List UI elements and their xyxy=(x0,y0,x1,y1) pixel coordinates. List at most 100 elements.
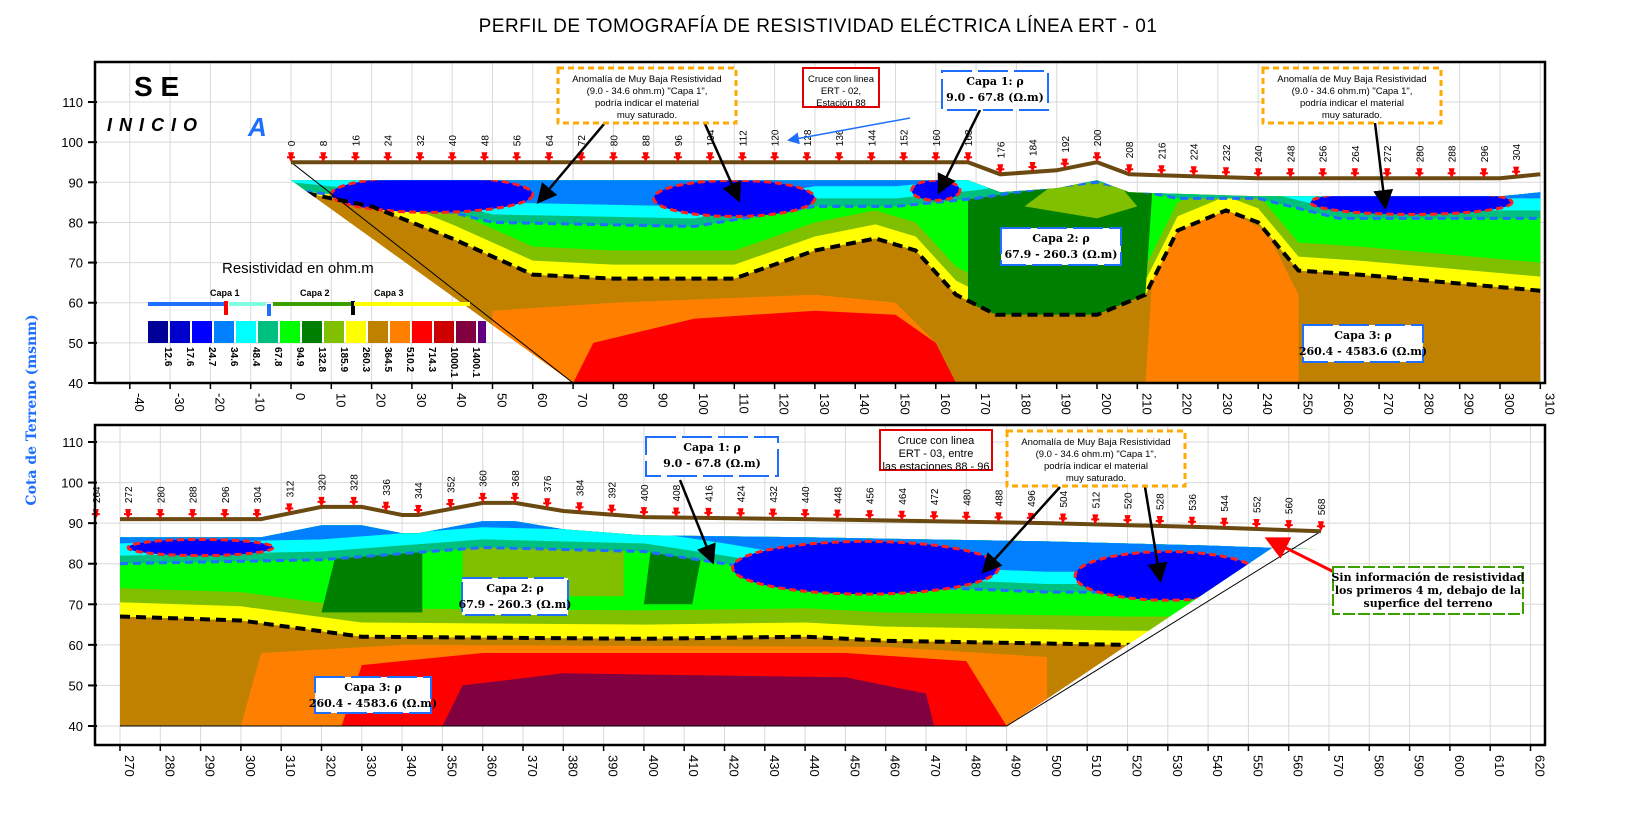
station-label: 216 xyxy=(1157,142,1168,159)
station-label: 408 xyxy=(672,484,683,501)
legend-capa1-bar xyxy=(148,302,224,306)
x-tick-label: 200 xyxy=(1099,393,1114,415)
electrode-pin-icon xyxy=(1254,168,1263,179)
electrode-pin-icon xyxy=(865,510,874,521)
x-tick-label: 350 xyxy=(444,755,459,777)
station-label: 496 xyxy=(1027,490,1038,507)
capa2-note-bottom xyxy=(461,577,569,616)
no-info-note xyxy=(1332,566,1524,615)
electrode-pin-icon xyxy=(381,501,390,512)
no-info-note-text: superfice del terreno xyxy=(1364,597,1493,610)
x-tick-label: 280 xyxy=(162,755,177,777)
direction-label: S E xyxy=(134,71,179,102)
capa3-note-bottom-text: 260.4 - 4583.6 (Ω.m) xyxy=(309,697,437,710)
x-tick-label: 500 xyxy=(1049,755,1064,777)
electrode-pin-icon xyxy=(1220,517,1229,528)
anomaly-note-1-text: (9.0 - 34.6 ohm.m) "Capa 1", xyxy=(587,86,708,97)
electrode-pin-icon xyxy=(317,496,326,507)
station-label: 440 xyxy=(801,486,812,503)
x-tick-label: 110 xyxy=(736,393,751,414)
electrode-pin-icon xyxy=(1028,161,1037,172)
capa2-zone xyxy=(1024,182,1138,219)
deep-zone xyxy=(442,673,935,726)
electrode-pin-icon xyxy=(736,508,745,519)
crossing-note-1-text: Cruce con linea xyxy=(808,74,875,85)
y-tick-label: 110 xyxy=(62,435,83,450)
no-info-note-text: los primeros 4 m, debajo de la xyxy=(1335,584,1521,597)
x-tick-label: 240 xyxy=(1260,393,1275,415)
electrode-pin-icon xyxy=(770,152,779,163)
x-tick-label: 430 xyxy=(767,755,782,777)
station-label: 312 xyxy=(285,480,296,497)
station-label: 24 xyxy=(384,135,395,147)
crossing-note-1 xyxy=(802,67,880,108)
legend-swatch xyxy=(478,321,486,343)
station-label: 184 xyxy=(1029,139,1040,156)
capa2-note-top-text: Capa 2: ρ xyxy=(1032,232,1089,245)
station-label: 272 xyxy=(1383,145,1394,162)
electrode-pin-icon xyxy=(349,496,358,507)
legend-swatch xyxy=(170,321,190,343)
anomaly-note-2-text: Anomalía de Muy Baja Resistividad xyxy=(1277,74,1426,85)
x-tick-label: -30 xyxy=(172,393,187,412)
crossing-note-1-text: ERT - 02, xyxy=(821,86,861,97)
legend-swatch xyxy=(214,321,234,343)
legend-swatch xyxy=(346,321,366,343)
electrode-pin-icon xyxy=(1155,515,1164,526)
y-tick-label: 40 xyxy=(69,376,83,391)
x-tick-label: 620 xyxy=(1533,755,1548,777)
electrode-pin-icon xyxy=(480,152,489,163)
electrode-pin-icon xyxy=(994,512,1003,523)
station-label: 488 xyxy=(995,489,1006,506)
x-tick-label: 590 xyxy=(1412,755,1427,777)
station-label: 400 xyxy=(640,484,651,501)
x-tick-label: 480 xyxy=(968,755,983,777)
legend-value: 12.6 xyxy=(162,347,173,367)
x-tick-label: 100 xyxy=(696,393,711,415)
electrode-pin-icon xyxy=(801,509,810,520)
electrode-pin-icon xyxy=(802,152,811,163)
station-label: 280 xyxy=(156,486,167,503)
electrode-pin-icon xyxy=(672,507,681,518)
electrode-pin-icon xyxy=(930,511,939,522)
low-resistivity-anomaly xyxy=(126,537,275,558)
station-label: 192 xyxy=(1061,136,1072,153)
capa1-boundary-line xyxy=(291,180,1541,229)
x-tick-label: 150 xyxy=(898,393,913,415)
station-label: 56 xyxy=(513,135,524,147)
electrode-pin-icon xyxy=(544,152,553,163)
electrode-pin-icon xyxy=(1059,513,1068,524)
electrode-pin-icon xyxy=(867,152,876,163)
x-tick-label: -40 xyxy=(132,393,147,412)
legend-layer-label: Capa 2 xyxy=(300,288,330,298)
station-label: 416 xyxy=(704,485,715,502)
station-label: 232 xyxy=(1222,144,1233,161)
x-tick-label: 130 xyxy=(817,393,832,415)
electrode-pin-icon xyxy=(415,152,424,163)
x-tick-label: 470 xyxy=(928,755,943,777)
y-tick-label: 50 xyxy=(69,678,83,693)
station-label: 176 xyxy=(996,141,1007,158)
station-label: 512 xyxy=(1091,491,1102,508)
station-label: 384 xyxy=(575,479,586,496)
capa1-note-bottom xyxy=(645,436,779,477)
electrode-pin-icon xyxy=(1286,168,1295,179)
legend-marker xyxy=(351,301,355,315)
annotation-arrow xyxy=(703,123,742,203)
electrode-pin-icon xyxy=(351,152,360,163)
capa1-note-top-text: 9.0 - 67.8 (Ω.m) xyxy=(946,91,1044,104)
electrode-pin-icon xyxy=(1189,166,1198,177)
low-resistivity-anomaly xyxy=(652,180,817,218)
station-label: 264 xyxy=(1351,145,1362,162)
electrode-pin-icon xyxy=(1447,168,1456,179)
legend-marker xyxy=(267,304,271,316)
x-tick-label: 550 xyxy=(1250,755,1265,777)
y-tick-label: 40 xyxy=(69,719,83,734)
electrode-pin-icon xyxy=(510,492,519,503)
electrode-pin-icon xyxy=(1512,166,1521,177)
station-label: 304 xyxy=(253,486,264,503)
x-tick-label: 370 xyxy=(525,755,540,777)
low-resistivity-anomaly xyxy=(1073,550,1262,602)
electrode-pin-icon xyxy=(1123,515,1132,526)
